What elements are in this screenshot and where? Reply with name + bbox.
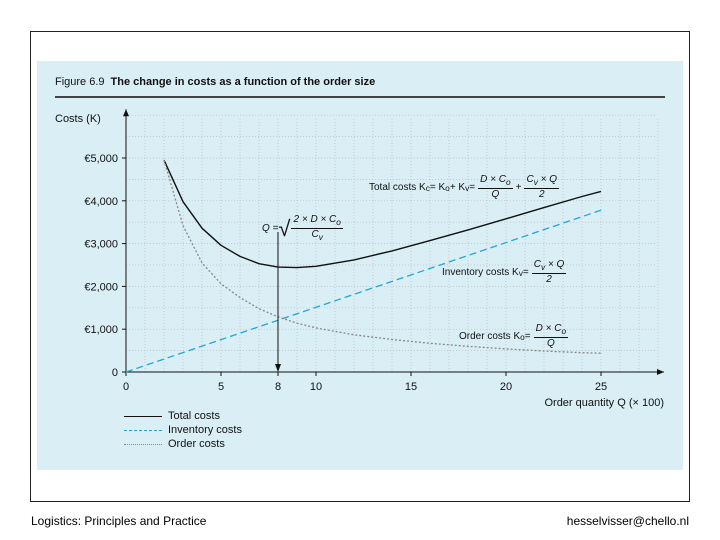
- total-sub: c: [425, 182, 430, 193]
- x-tick-label: 20: [500, 381, 512, 393]
- footer-email: hesselvisser@chello.nl: [566, 514, 689, 528]
- total-frac1-num-sub: o: [505, 177, 511, 187]
- total-frac2-num: C: [526, 174, 534, 185]
- total-frac1-num: D × C: [480, 174, 506, 185]
- total-eq2: =: [469, 182, 476, 193]
- total-sub1: o: [445, 182, 450, 193]
- optimum-arrow-icon: [275, 364, 281, 372]
- x-tick-label: 25: [595, 381, 607, 393]
- x-axis-arrow-icon: [657, 369, 664, 375]
- order-sub: o: [520, 331, 525, 342]
- legend-swatch-inventory: [124, 429, 162, 431]
- optimum-den: C: [311, 229, 319, 240]
- legend-item-inventory: Inventory costs: [124, 423, 242, 437]
- legend-item-total: Total costs: [124, 409, 242, 423]
- y-axis-label: Costs (K): [55, 113, 101, 125]
- order-num: D × C: [535, 323, 562, 334]
- chart-legend: Total costs Inventory costs Order costs: [124, 409, 242, 451]
- x-axis-label: Order quantity Q (× 100): [544, 397, 664, 409]
- order-eq: =: [524, 331, 531, 342]
- inventory-eq: =: [522, 267, 529, 278]
- total-plus1: + K: [449, 182, 466, 193]
- footer-book-title: Logistics: Principles and Practice: [31, 514, 207, 528]
- figure-label: Figure 6.9: [55, 76, 105, 88]
- total-frac1: D × Co Q: [478, 174, 513, 201]
- x-tick-label: 5: [218, 381, 224, 393]
- figure-title: Figure 6.9 The change in costs as a funct…: [55, 76, 375, 88]
- inventory-num-sub: v: [540, 262, 546, 272]
- legend-item-order: Order costs: [124, 437, 242, 451]
- x-tick-label: 8: [275, 381, 281, 393]
- legend-swatch-total: [124, 415, 162, 417]
- total-eq1: = K: [429, 182, 446, 193]
- optimum-formula: Q = √ 2 × D × Co Cv: [262, 214, 346, 243]
- y-tick-label: 0: [112, 367, 118, 379]
- order-den: Q: [546, 338, 555, 349]
- total-sub2: v: [465, 182, 470, 193]
- legend-label-order: Order costs: [168, 438, 225, 450]
- optimum-den-sub: v: [318, 232, 323, 242]
- y-tick-label: €5,000: [84, 153, 118, 165]
- inventory-sub: v: [518, 267, 523, 278]
- inventory-prefix: Inventory costs K: [442, 267, 519, 278]
- y-tick-label: €1,000: [84, 324, 118, 336]
- sqrt-symbol: √ 2 × D × Co Cv: [278, 214, 343, 243]
- optimum-num-sub: o: [336, 217, 341, 227]
- y-axis-arrow-icon: [123, 109, 129, 117]
- y-tick-label: €3,000: [84, 239, 118, 251]
- y-tick-label: €2,000: [84, 281, 118, 293]
- legend-swatch-order: [124, 443, 162, 445]
- order-prefix: Order costs K: [459, 331, 521, 342]
- order-num-sub: o: [561, 326, 567, 336]
- order-frac: D × Co Q: [533, 323, 569, 350]
- legend-label-inventory: Inventory costs: [168, 424, 242, 436]
- inventory-num: C: [533, 259, 541, 270]
- total-frac1-den: Q: [491, 189, 500, 200]
- series-line-order-costs: [163, 159, 602, 354]
- optimum-num: 2 × D × C: [293, 214, 337, 225]
- inventory-den: 2: [546, 274, 552, 285]
- x-tick-label: 10: [310, 381, 322, 393]
- total-frac2: Cv × Q 2: [524, 174, 560, 201]
- series-line-total-costs: [163, 159, 602, 269]
- total-frac2-den: 2: [538, 189, 545, 200]
- optimum-lhs: Q =: [262, 223, 279, 234]
- figure-panel: [37, 61, 683, 470]
- series-line-inventory-costs: [125, 209, 602, 373]
- inventory-frac: Cv × Q 2: [531, 259, 567, 286]
- x-tick-label: 0: [123, 381, 129, 393]
- total-prefix: Total costs K: [369, 182, 426, 193]
- y-tick-label: €4,000: [84, 196, 118, 208]
- total-plus2: +: [515, 182, 522, 193]
- total-frac2-num-tail: × Q: [537, 174, 558, 185]
- inventory-num-tail: × Q: [545, 259, 565, 270]
- legend-label-total: Total costs: [168, 410, 220, 422]
- x-tick-label: 15: [405, 381, 417, 393]
- figure-title-text: The change in costs as a function of the…: [110, 76, 376, 88]
- optimum-frac: 2 × D × Co Cv: [291, 214, 343, 243]
- title-rule: [55, 96, 665, 98]
- total-frac2-num-sub: v: [533, 177, 538, 187]
